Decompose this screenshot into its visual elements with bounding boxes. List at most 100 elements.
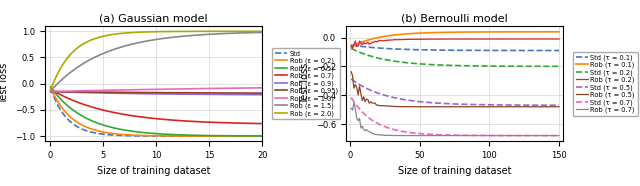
Line: Std: Std [51,88,262,136]
Rob (τ = 0.2) [431,38,438,40]
Rob (ε = 0.5) [172,134,179,136]
Rob (τ = 0.2) [492,38,500,40]
Line: Rob (ε = 2.0): Rob (ε = 2.0) [51,31,262,90]
Rob (ε = 0.5) [206,134,214,137]
Std (τ = 0.2) [429,64,437,66]
Std (τ = 0.1) [429,49,437,51]
Rob (ε = 0.95) [84,91,92,93]
Std (τ = 0.5) [429,102,437,104]
Std (τ = 0.2) [416,63,424,65]
Rob (ε = 0.9) [84,92,92,94]
Std (τ = 0.7) [456,134,464,136]
Std (τ = 0.2) [519,65,527,67]
Std (τ = 0.7) [429,133,437,136]
Std (τ = 0.5) [348,78,355,80]
Rob (ε = 0.7) [188,120,196,123]
Std (τ = 0.1) [348,44,355,46]
Rob (ε = 0.9) [143,93,150,95]
Rob (ε = 1.0) [101,89,109,91]
Rob (ε = 0.2) [47,86,54,89]
Rob (ε = 0.9) [47,90,54,93]
Line: Rob (ε = 0.5): Rob (ε = 0.5) [51,87,262,136]
Rob (τ = 0.7) [350,101,358,103]
Std (τ = 0.5) [555,104,563,106]
Rob (τ = 0.5) [456,106,464,108]
Rob (τ = 0.7) [431,134,438,137]
Rob (ε = 0.2) [259,135,266,137]
Rob (τ = 0.7) [555,134,563,137]
Rob (ε = 0.95) [259,92,266,94]
Rob (ε = 0.9) [259,94,266,96]
Std (τ = 0.7) [555,134,563,137]
Rob (τ = 0.1) [416,32,424,34]
Rob (ε = 0.5) [84,118,92,120]
Rob (τ = 0.2) [458,38,465,40]
Std (τ = 0.1) [555,49,563,52]
Rob (τ = 0.5) [519,106,527,108]
Rob (ε = 1.5) [188,34,196,37]
Std (τ = 0.1) [416,49,424,51]
Line: Rob (ε = 0.9): Rob (ε = 0.9) [51,92,262,95]
Rob (ε = 0.9) [188,93,196,95]
Rob (ε = 1.0) [172,88,179,90]
Std (τ = 0.7) [416,132,424,135]
Title: (a) Gaussian model: (a) Gaussian model [99,14,208,24]
Rob (τ = 0.1) [465,31,472,33]
Rob (τ = 0.1) [519,31,527,33]
Line: Rob (ε = 0.7): Rob (ε = 0.7) [51,89,262,124]
Line: Std (τ = 0.1): Std (τ = 0.1) [351,45,559,51]
Rob (ε = 0.95) [188,92,196,94]
Rob (ε = 1.5) [101,52,109,54]
Rob (ε = 0.2) [188,135,196,137]
Line: Std (τ = 0.5): Std (τ = 0.5) [351,79,559,105]
Rob (ε = 0.95) [101,91,109,93]
Rob (τ = 0.5) [348,71,355,73]
Rob (ε = 0.5) [188,134,196,136]
Std (τ = 0.5) [465,103,472,105]
Rob (ε = 1.0) [188,88,196,90]
Std (τ = 0.7) [465,134,472,137]
Rob (τ = 0.2) [466,38,474,40]
Rob (ε = 2.0) [206,30,214,32]
Std (τ = 0.1) [491,49,499,52]
Rob (τ = 0.1) [555,31,563,33]
Rob (τ = 0.7) [466,134,474,137]
Rob (τ = 0.5) [491,106,499,108]
Title: (b) Bernoulli model: (b) Bernoulli model [401,14,508,24]
Std (τ = 0.5) [416,100,424,103]
Rob (ε = 2.0) [47,89,54,91]
Rob (τ = 0.2) [348,45,355,47]
Rob (ε = 0.2) [101,131,109,134]
Rob (ε = 0.2) [206,135,214,137]
Rob (τ = 0.2) [417,38,425,40]
Rob (ε = 1.5) [206,33,214,35]
Rob (ε = 0.2) [143,134,150,137]
Line: Rob (τ = 0.7): Rob (τ = 0.7) [351,102,559,136]
Rob (ε = 0.5) [143,132,150,134]
Rob (τ = 0.1) [491,31,499,33]
Rob (ε = 0.95) [206,92,214,94]
Std [259,135,266,137]
Std [47,87,54,89]
Rob (ε = 0.7) [101,109,109,112]
Std [206,135,214,137]
Rob (ε = 1.5) [84,60,92,62]
Std (τ = 0.2) [456,65,464,67]
Rob (ε = 2.0) [188,30,196,33]
Std (τ = 0.7) [491,134,499,137]
Std [143,135,150,137]
Rob (ε = 2.0) [172,30,179,33]
Rob (ε = 0.7) [172,119,179,121]
Rob (ε = 0.95) [172,92,179,94]
Rob (τ = 0.5) [416,106,424,108]
Rob (ε = 0.95) [143,92,150,94]
Rob (τ = 0.7) [417,134,425,137]
Std (τ = 0.2) [491,65,499,67]
Y-axis label: Test loss: Test loss [0,63,10,104]
Std (τ = 0.2) [465,65,472,67]
Std [172,135,179,137]
X-axis label: Size of training dataset: Size of training dataset [97,166,211,176]
Rob (τ = 0.2) [520,38,528,40]
Rob (τ = 0.2) [349,47,356,49]
Rob (ε = 0.2) [172,135,179,137]
